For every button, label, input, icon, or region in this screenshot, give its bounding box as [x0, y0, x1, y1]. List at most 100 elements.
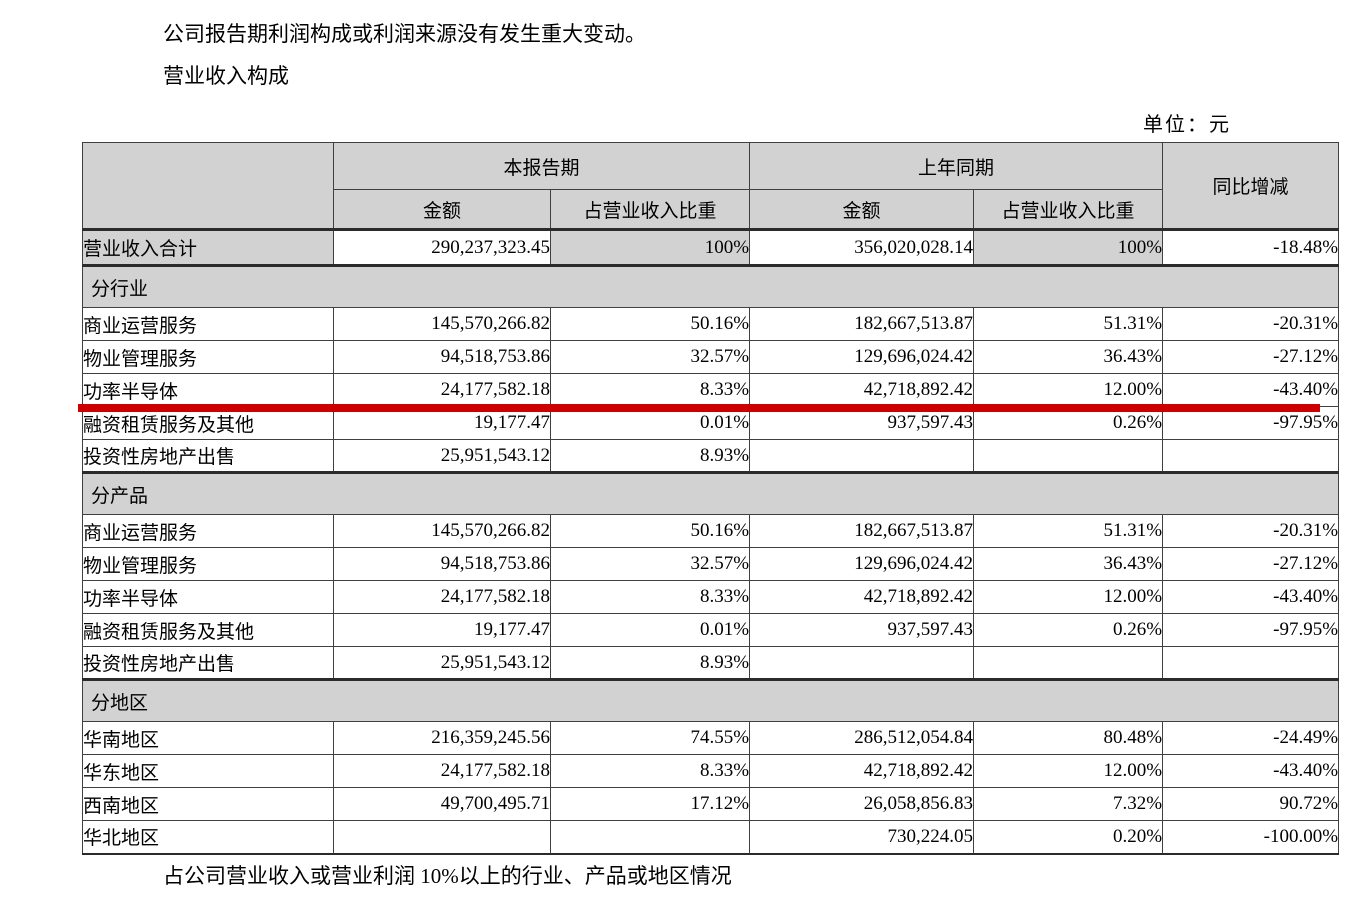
- cell-current-share: 74.55%: [549, 721, 751, 755]
- red-highlight-underline: [78, 404, 1320, 412]
- cell-row-label: 商业运营服务: [82, 514, 334, 548]
- cell-current-share: 8.33%: [549, 580, 751, 614]
- header-current-share: 占营业收入比重: [549, 189, 751, 231]
- table-row: 商业运营服务 145,570,266.82 50.16% 182,667,513.87…: [82, 514, 1340, 548]
- cell-row-label: 融资租赁服务及其他: [82, 613, 334, 647]
- cell-current-share: [549, 820, 751, 855]
- cell-row-label: 华北地区: [82, 820, 334, 855]
- cell-prior-amount: 129,696,024.42: [749, 340, 975, 374]
- cell-current-share: 100%: [549, 228, 751, 266]
- header-empty-cell: [82, 142, 334, 230]
- table-row: 物业管理服务 94,518,753.86 32.57% 129,696,024.42 3…: [82, 340, 1340, 374]
- cell-row-label: 商业运营服务: [82, 307, 334, 341]
- cell-row-label: 功率半导体: [82, 580, 334, 614]
- section-title-cell: 分行业: [81, 264, 1340, 308]
- cell-prior-amount: 182,667,513.87: [749, 514, 975, 548]
- cell-yoy-change: -43.40%: [1162, 580, 1340, 614]
- cell-prior-share: 0.26%: [973, 613, 1164, 647]
- cell-current-amount: 25,951,543.12: [333, 646, 551, 680]
- cell-current-amount: 145,570,266.82: [333, 307, 551, 341]
- cell-current-share: 8.33%: [549, 754, 751, 788]
- cell-yoy-change: -27.12%: [1162, 340, 1340, 374]
- cell-prior-share: [973, 646, 1164, 680]
- cell-current-share: 17.12%: [549, 787, 751, 821]
- header-current-amount: 金额: [333, 189, 551, 231]
- section-header-row: 分地区: [81, 678, 1340, 722]
- cell-row-label: 营业收入合计: [82, 228, 334, 266]
- cell-current-amount: 94,518,753.86: [333, 340, 551, 374]
- cell-current-share: 50.16%: [549, 514, 751, 548]
- cell-current-amount: 94,518,753.86: [333, 547, 551, 581]
- cell-yoy-change: [1162, 646, 1340, 680]
- cell-current-share: 32.57%: [549, 547, 751, 581]
- cell-prior-amount: 356,020,028.14: [749, 228, 975, 266]
- cell-row-label: 华东地区: [82, 754, 334, 788]
- cell-current-share: 32.57%: [549, 340, 751, 374]
- table-row: 投资性房地产出售 25,951,543.12 8.93%: [82, 439, 1340, 473]
- cell-yoy-change: -20.31%: [1162, 514, 1340, 548]
- unit-label: 单位：元: [1143, 114, 1231, 136]
- cell-prior-share: 51.31%: [973, 514, 1164, 548]
- cell-prior-amount: 129,696,024.42: [749, 547, 975, 581]
- cell-prior-share: 12.00%: [973, 754, 1164, 788]
- cell-current-share: 50.16%: [549, 307, 751, 341]
- section-title-cell: 分地区: [81, 678, 1340, 722]
- header-prior-share: 占营业收入比重: [973, 189, 1164, 231]
- cell-current-share: 8.33%: [549, 373, 751, 407]
- cell-prior-amount: 937,597.43: [749, 613, 975, 647]
- section-title-cell: 分产品: [81, 471, 1340, 515]
- cell-current-amount: 145,570,266.82: [333, 514, 551, 548]
- cell-prior-share: 0.20%: [973, 820, 1164, 855]
- cell-prior-share: 36.43%: [973, 547, 1164, 581]
- cell-current-amount: 290,237,323.45: [333, 228, 551, 266]
- header-prior-amount: 金额: [749, 189, 975, 231]
- cell-current-amount: 24,177,582.18: [333, 754, 551, 788]
- cell-current-amount: [333, 820, 551, 855]
- table-row: 商业运营服务 145,570,266.82 50.16% 182,667,513.87…: [82, 307, 1340, 341]
- cell-yoy-change: -24.49%: [1162, 721, 1340, 755]
- cell-current-share: 8.93%: [549, 646, 751, 680]
- cell-yoy-change: -43.40%: [1162, 373, 1340, 407]
- cell-prior-share: 80.48%: [973, 721, 1164, 755]
- cell-prior-amount: [749, 439, 975, 473]
- table-row: 西南地区 49,700,495.71 17.12% 26,058,856.83 7.32…: [82, 787, 1340, 821]
- table-row-highlighted: 功率半导体 24,177,582.18 8.33% 42,718,892.42 12.0…: [82, 373, 1340, 407]
- cell-prior-amount: [749, 646, 975, 680]
- revenue-composition-table: 本报告期 上年同期 同比增减 金额 占营业收入比重 金额 占营业收入比重 营业收…: [81, 142, 1340, 855]
- cell-current-amount: 24,177,582.18: [333, 373, 551, 407]
- cell-row-label: 华南地区: [82, 721, 334, 755]
- cell-row-label: 投资性房地产出售: [82, 439, 334, 473]
- header-prior-period: 上年同期: [749, 142, 1164, 190]
- section-header-row: 分行业: [81, 264, 1340, 308]
- cell-yoy-change: -43.40%: [1162, 754, 1340, 788]
- header-current-period: 本报告期: [332, 142, 751, 190]
- cell-prior-amount: 42,718,892.42: [749, 754, 975, 788]
- table-row: 华北地区 730,224.05 0.20% -100.00%: [82, 820, 1340, 855]
- cell-yoy-change: -100.00%: [1162, 820, 1340, 855]
- table-row: 华南地区 216,359,245.56 74.55% 286,512,054.84 80…: [82, 721, 1340, 755]
- revenue-table-body: 营业收入合计 290,237,323.45 100% 356,020,028.14 10…: [81, 228, 1340, 855]
- cell-current-amount: 216,359,245.56: [333, 721, 551, 755]
- cell-prior-share: 51.31%: [973, 307, 1164, 341]
- cell-prior-share: 7.32%: [973, 787, 1164, 821]
- table-row-total: 营业收入合计 290,237,323.45 100% 356,020,028.14 10…: [82, 228, 1340, 266]
- cell-current-amount: 24,177,582.18: [333, 580, 551, 614]
- cell-prior-amount: 286,512,054.84: [749, 721, 975, 755]
- cell-prior-amount: 42,718,892.42: [749, 373, 975, 407]
- cell-prior-share: 100%: [973, 228, 1164, 266]
- cell-current-amount: 25,951,543.12: [333, 439, 551, 473]
- cell-current-share: 8.93%: [549, 439, 751, 473]
- cell-row-label: 投资性房地产出售: [82, 646, 334, 680]
- cell-prior-share: [973, 439, 1164, 473]
- cell-row-label: 功率半导体: [82, 373, 334, 407]
- section-header-row: 分产品: [81, 471, 1340, 515]
- cell-row-label: 物业管理服务: [82, 340, 334, 374]
- cell-yoy-change: 90.72%: [1162, 787, 1340, 821]
- cell-yoy-change: -97.95%: [1162, 613, 1340, 647]
- cell-prior-amount: 730,224.05: [749, 820, 975, 855]
- cell-yoy-change: [1162, 439, 1340, 473]
- cell-yoy-change: -27.12%: [1162, 547, 1340, 581]
- cell-prior-amount: 182,667,513.87: [749, 307, 975, 341]
- table-row: 融资租赁服务及其他 19,177.47 0.01% 937,597.43 0.26% -9…: [82, 613, 1340, 647]
- cell-current-amount: 19,177.47: [333, 613, 551, 647]
